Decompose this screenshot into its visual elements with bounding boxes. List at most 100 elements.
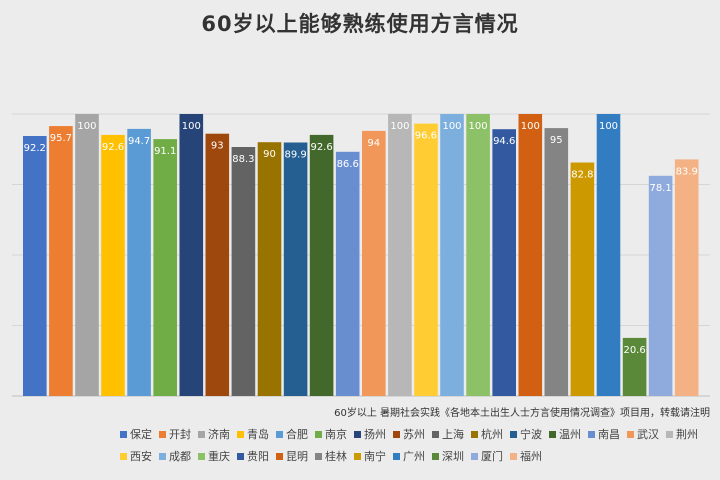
legend-label: 合肥 — [286, 428, 308, 441]
legend-item-深圳: 深圳 — [432, 448, 464, 464]
legend-item-上海: 上海 — [432, 426, 464, 442]
legend-label: 开封 — [169, 428, 191, 441]
data-label-青岛: 92.6 — [102, 142, 124, 153]
bar-昆明 — [518, 114, 543, 396]
bar-荆州 — [388, 114, 412, 396]
bar-西安 — [414, 123, 438, 396]
bar-宁波 — [283, 142, 308, 396]
legend-swatch — [393, 430, 400, 438]
legend-swatch — [432, 452, 439, 460]
legend-item-成都: 成都 — [159, 448, 191, 464]
bar-济南 — [75, 114, 99, 396]
legend-label: 深圳 — [442, 450, 464, 463]
legend-swatch — [276, 452, 283, 460]
data-label-温州: 92.6 — [310, 142, 332, 153]
legend-item-桂林: 桂林 — [315, 448, 347, 464]
data-label-杭州: 90 — [263, 149, 276, 160]
data-label-贵阳: 94.6 — [493, 136, 515, 147]
legend-item-保定: 保定 — [120, 426, 152, 442]
legend-item-杭州: 杭州 — [471, 426, 503, 442]
legend-label: 广州 — [403, 450, 425, 463]
bar-重庆 — [466, 114, 490, 396]
legend-item-扬州: 扬州 — [354, 426, 386, 442]
bar-深圳 — [622, 337, 647, 396]
legend-item-厦门: 厦门 — [471, 448, 503, 464]
legend-item-广州: 广州 — [393, 448, 425, 464]
legend-swatch — [432, 430, 439, 438]
bar-福州 — [674, 159, 699, 396]
bar-南宁 — [570, 162, 595, 396]
bar-扬州 — [179, 114, 204, 396]
data-label-武汉: 94 — [367, 138, 380, 149]
legend-label: 荆州 — [676, 428, 698, 441]
legend-swatch — [666, 430, 673, 438]
data-label-南京: 91.1 — [154, 146, 176, 157]
legend-label: 重庆 — [208, 450, 230, 463]
legend-item-武汉: 武汉 — [627, 426, 659, 442]
data-label-开封: 95.7 — [50, 133, 72, 144]
data-label-济南: 100 — [77, 121, 96, 132]
legend-swatch — [510, 452, 517, 460]
bar-保定 — [23, 136, 47, 396]
data-label-桂林: 95 — [550, 135, 563, 146]
bar-广州 — [596, 114, 621, 396]
legend-swatch — [159, 430, 166, 438]
legend-item-合肥: 合肥 — [276, 426, 308, 442]
data-label-厦门: 78.1 — [649, 183, 671, 194]
legend-label: 福州 — [520, 450, 542, 463]
legend-swatch — [588, 430, 595, 438]
legend-swatch — [237, 430, 244, 438]
legend-item-南昌: 南昌 — [588, 426, 620, 442]
legend-label: 苏州 — [403, 428, 425, 441]
legend-label: 厦门 — [481, 450, 503, 463]
chart-title: 60岁以上能够熟练使用方言情况 — [201, 12, 519, 36]
legend-swatch — [198, 430, 205, 438]
bar-青岛 — [101, 134, 125, 396]
legend-swatch — [354, 452, 361, 460]
legend-label: 青岛 — [247, 428, 269, 441]
bar-温州 — [309, 134, 334, 396]
bar-南京 — [153, 139, 177, 396]
data-label-深圳: 20.6 — [623, 345, 645, 356]
legend-item-荆州: 荆州 — [666, 426, 698, 442]
legend-item-开封: 开封 — [159, 426, 191, 442]
legend-item-南京: 南京 — [315, 426, 347, 442]
data-label-南昌: 86.6 — [337, 159, 359, 170]
legend-item-福州: 福州 — [510, 448, 542, 464]
chart-source-note: 60岁以上 暑期社会实践《各地本土出生人士方言使用情况调查》项目用，转载请注明 — [334, 408, 710, 419]
legend-label: 保定 — [130, 428, 152, 441]
legend-item-贵阳: 贵阳 — [237, 448, 269, 464]
bar-南昌 — [335, 151, 360, 396]
legend-item-宁波: 宁波 — [510, 426, 542, 442]
legend-swatch — [393, 452, 400, 460]
data-label-宁波: 89.9 — [284, 150, 306, 161]
legend-label: 杭州 — [481, 428, 503, 441]
legend-label: 宁波 — [520, 428, 542, 441]
data-label-西安: 96.6 — [415, 131, 437, 142]
legend: 保定 开封 济南 青岛 合肥 南京 扬州 苏州 上海 杭州 宁波 温州 南昌 武汉 荆州西安 成都 重庆 贵阳 昆明… — [120, 426, 720, 464]
legend-swatch — [120, 430, 127, 438]
data-label-苏州: 93 — [211, 141, 224, 152]
legend-label: 贵阳 — [247, 450, 269, 463]
bar-开封 — [49, 126, 73, 396]
legend-item-苏州: 苏州 — [393, 426, 425, 442]
legend-item-南宁: 南宁 — [354, 448, 386, 464]
legend-label: 南宁 — [364, 450, 386, 463]
bar-贵阳 — [492, 129, 516, 396]
legend-item-昆明: 昆明 — [276, 448, 308, 464]
legend-item-济南: 济南 — [198, 426, 230, 442]
bar-苏州 — [205, 133, 230, 396]
legend-label: 温州 — [559, 428, 581, 441]
bar-上海 — [231, 147, 256, 396]
legend-item-西安: 西安 — [120, 448, 152, 464]
legend-swatch — [237, 452, 244, 460]
data-label-昆明: 100 — [521, 121, 540, 132]
bar-杭州 — [257, 142, 282, 396]
legend-label: 武汉 — [637, 428, 659, 441]
legend-label: 扬州 — [364, 428, 386, 441]
legend-label: 南昌 — [598, 428, 620, 441]
bar-桂林 — [544, 128, 569, 396]
legend-label: 上海 — [442, 428, 464, 441]
data-label-成都: 100 — [442, 121, 461, 132]
